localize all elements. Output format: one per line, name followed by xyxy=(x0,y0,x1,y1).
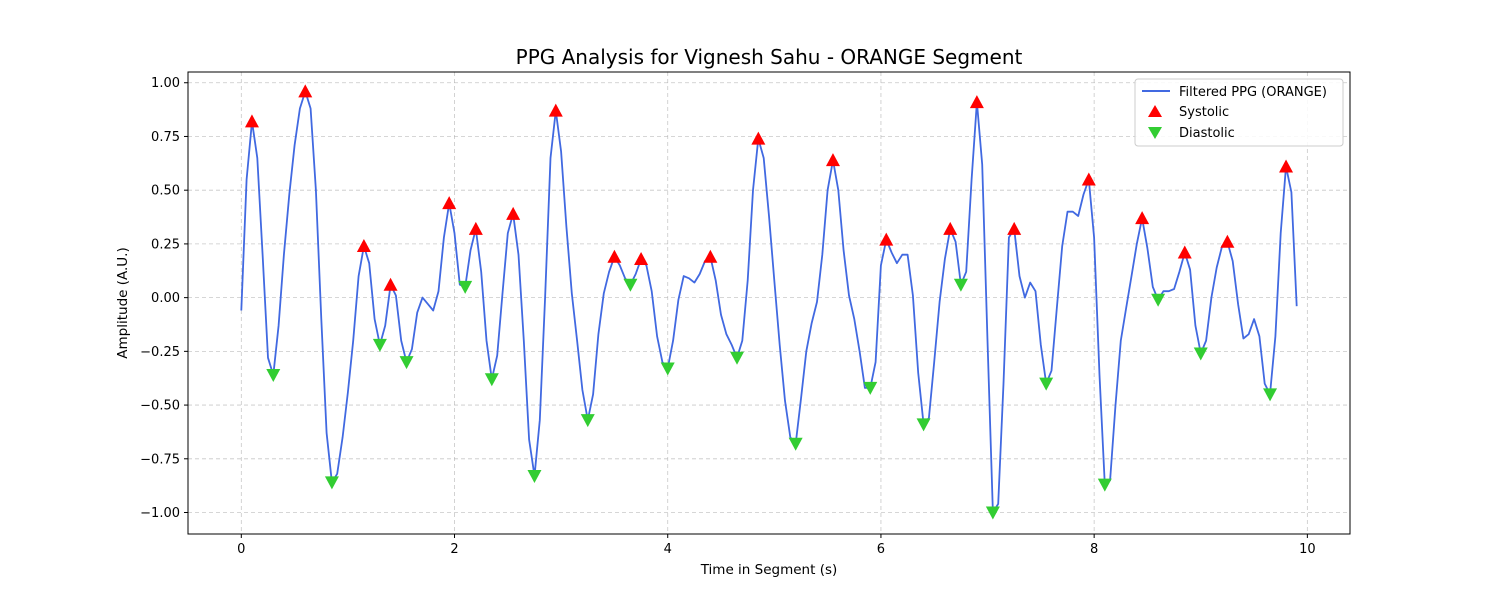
legend-systolic-swatch xyxy=(1148,105,1162,117)
systolic-marker xyxy=(825,153,840,167)
x-axis-label: Time in Segment (s) xyxy=(700,562,838,578)
systolic-marker xyxy=(1135,211,1150,225)
systolic-marker xyxy=(634,251,649,265)
y-tick-label: 0.50 xyxy=(151,184,180,199)
x-tick-label: 10 xyxy=(1299,542,1316,557)
y-tick-label: −0.25 xyxy=(140,345,180,360)
diastolic-marker xyxy=(580,414,595,428)
systolic-marker xyxy=(1220,234,1235,248)
diastolic-marker xyxy=(527,469,542,483)
diastolic-marker xyxy=(399,356,414,370)
systolic-marker xyxy=(969,95,984,109)
diastolic-marker xyxy=(484,373,499,387)
systolic-marker xyxy=(383,277,398,291)
systolic-marker xyxy=(607,249,622,263)
diastolic-marker xyxy=(458,280,473,294)
diastolic-marker xyxy=(660,362,675,376)
legend-label-filtered-ppg: Filtered PPG (ORANGE) xyxy=(1179,85,1327,100)
y-tick-label: −0.75 xyxy=(140,452,180,467)
diastolic-marker xyxy=(916,418,931,432)
y-tick-label: 0.75 xyxy=(151,130,180,145)
systolic-marker xyxy=(1007,221,1022,235)
systolic-marker xyxy=(356,239,371,253)
systolic-marker xyxy=(298,84,313,98)
diastolic-marker xyxy=(788,437,803,451)
x-tick-label: 0 xyxy=(237,542,245,557)
diastolic-marker xyxy=(266,368,281,382)
diastolic-marker xyxy=(623,278,638,292)
plot-frame xyxy=(187,71,1351,535)
diastolic-marker xyxy=(372,338,387,352)
y-tick-label: −0.50 xyxy=(140,399,180,414)
y-tick-label: −1.00 xyxy=(140,506,180,521)
data-layer xyxy=(240,84,1298,520)
systolic-marker xyxy=(879,232,894,246)
diastolic-marker xyxy=(1097,478,1112,492)
y-axis-label: Amplitude (A.U.) xyxy=(115,247,131,358)
diastolic-marker xyxy=(1039,377,1054,391)
legend-diastolic-swatch xyxy=(1148,127,1162,139)
diastolic-marker xyxy=(1263,388,1278,402)
systolic-marker xyxy=(751,131,766,145)
diastolic-marker xyxy=(324,476,339,490)
tick-layer: 0 2 4 6 8 10 1.00 0.75 0.50 0.25 0.00 −0.25 −0.50 −0.… xyxy=(140,76,1315,557)
x-tick-label: 8 xyxy=(1090,542,1098,557)
systolic-marker xyxy=(506,206,521,220)
y-tick-label: 0.25 xyxy=(151,237,180,252)
systolic-marker xyxy=(1279,159,1294,173)
chart-title: PPG Analysis for Vignesh Sahu - ORANGE S… xyxy=(516,45,1023,69)
systolic-marker xyxy=(244,114,259,128)
legend-label-diastolic: Diastolic xyxy=(1179,126,1235,141)
systolic-marker xyxy=(1177,245,1192,259)
ppg-line xyxy=(240,90,1298,514)
y-tick-label: 0.00 xyxy=(151,291,180,306)
systolic-marker xyxy=(548,103,563,117)
x-tick-label: 4 xyxy=(664,542,672,557)
systolic-marker xyxy=(943,221,958,235)
x-tick-label: 6 xyxy=(877,542,885,557)
systolic-marker xyxy=(1081,172,1096,186)
systolic-marker xyxy=(468,221,483,235)
y-tick-label: 1.00 xyxy=(151,76,180,91)
diastolic-marker xyxy=(1193,347,1208,361)
diastolic-marker xyxy=(1151,293,1166,307)
diastolic-marker xyxy=(863,381,878,395)
diastolic-marker xyxy=(985,506,1000,520)
legend: Filtered PPG (ORANGE) Systolic Diastolic xyxy=(1134,78,1344,147)
legend-box xyxy=(1134,78,1344,147)
diastolic-marker xyxy=(730,351,745,365)
diastolic-marker xyxy=(953,278,968,292)
x-tick-label: 2 xyxy=(450,542,458,557)
systolic-marker xyxy=(703,249,718,263)
systolic-marker xyxy=(442,196,457,210)
legend-label-systolic: Systolic xyxy=(1179,105,1229,120)
